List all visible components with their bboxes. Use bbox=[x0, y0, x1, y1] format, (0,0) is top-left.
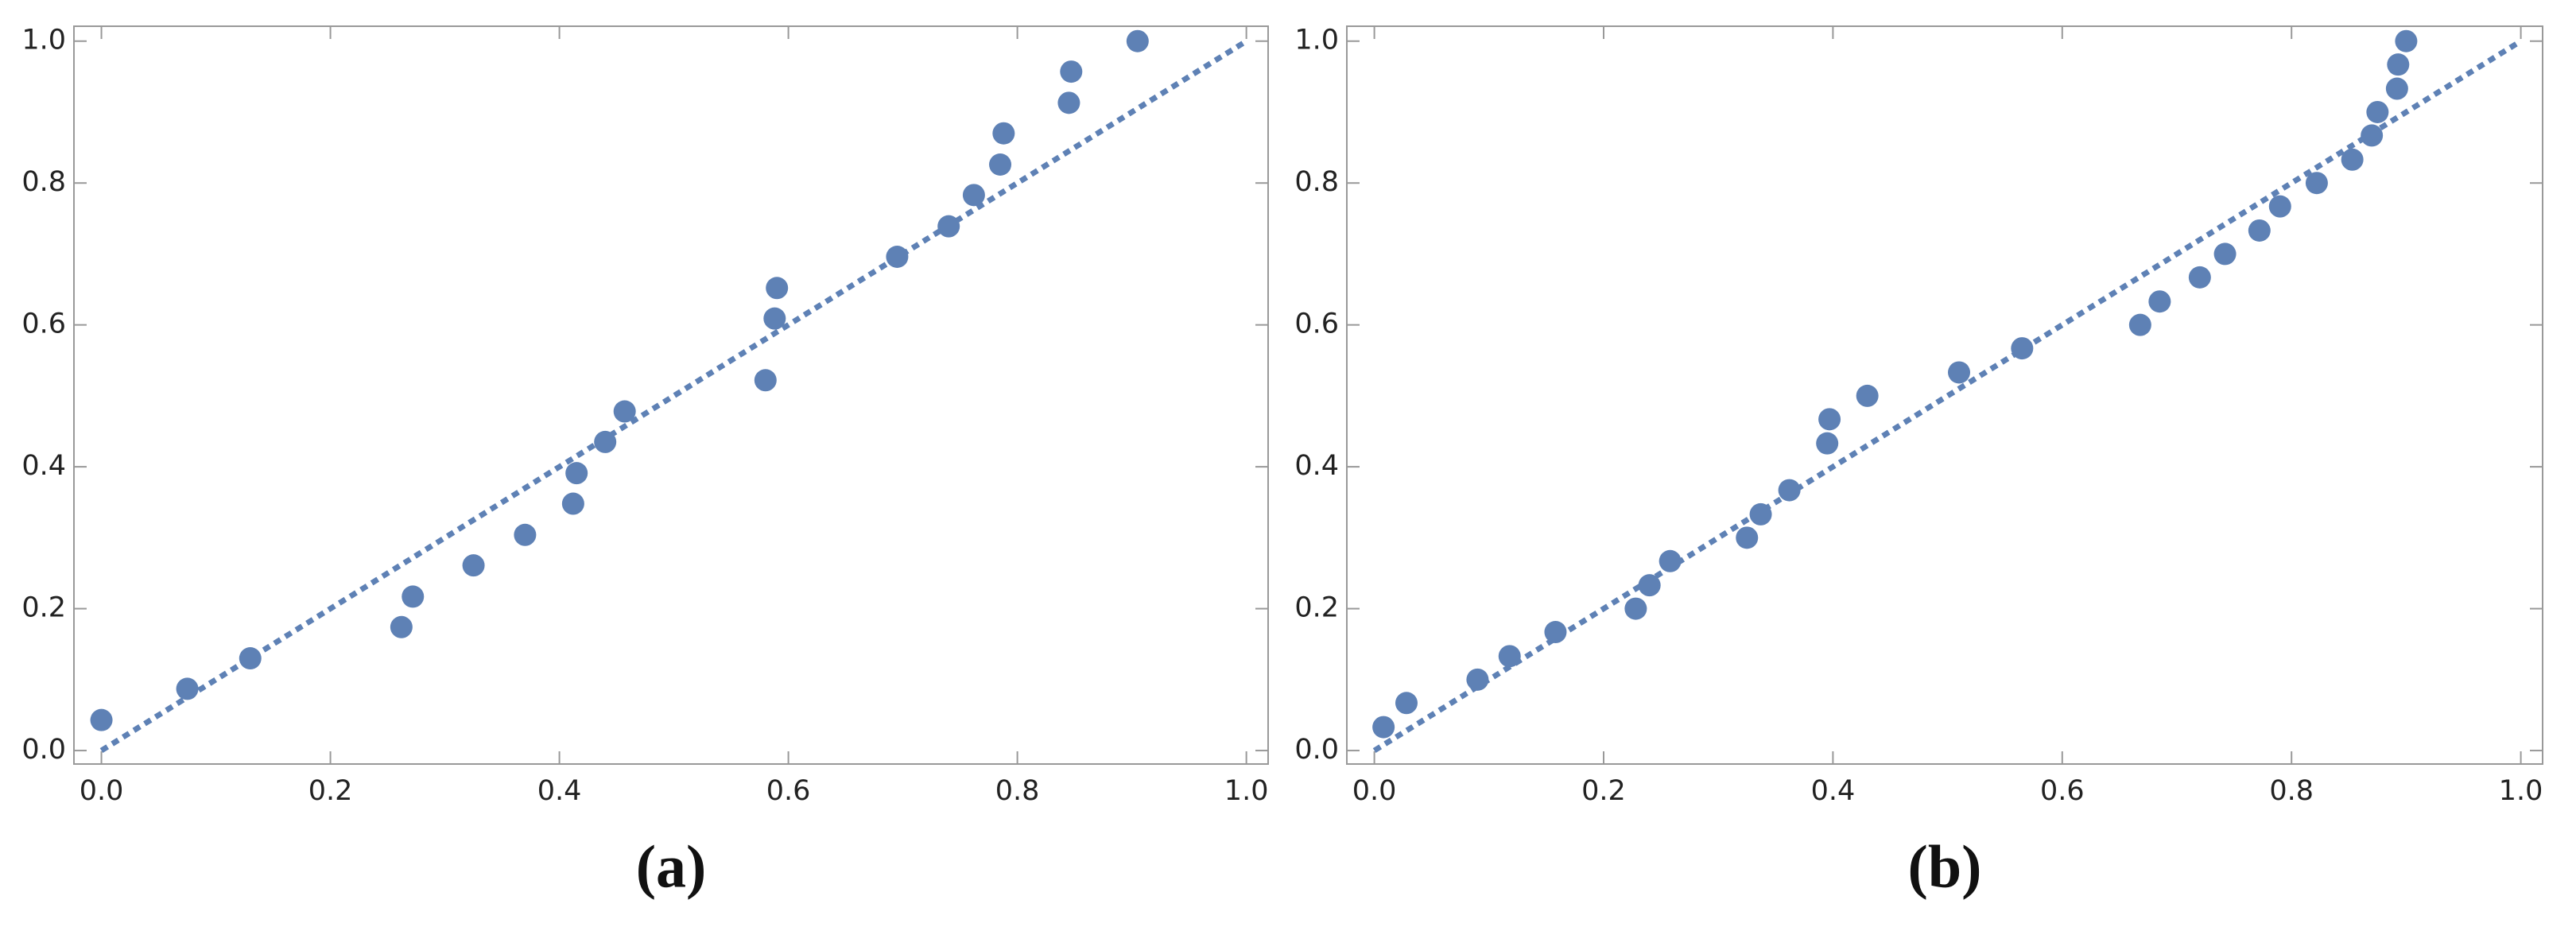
scatter-point bbox=[2248, 219, 2271, 242]
scatter-point bbox=[2341, 148, 2364, 171]
scatter-point bbox=[1372, 716, 1395, 739]
y-tick-label: 0.4 bbox=[1294, 450, 1339, 482]
scatter-point bbox=[1856, 384, 1879, 407]
scatter-point bbox=[613, 400, 636, 423]
y-tick-label: 0.8 bbox=[1294, 166, 1339, 198]
scatter-point bbox=[754, 369, 777, 392]
x-tick-label: 0.6 bbox=[766, 775, 811, 807]
x-tick-label: 1.0 bbox=[1224, 775, 1269, 807]
scatter-point bbox=[565, 462, 588, 485]
scatter-point bbox=[1818, 408, 1841, 431]
scatter-point bbox=[1395, 692, 1418, 715]
scatter-point bbox=[402, 585, 425, 608]
x-tick-label: 0.2 bbox=[308, 775, 353, 807]
scatter-point bbox=[2387, 53, 2410, 76]
reference-line bbox=[1372, 38, 2523, 754]
x-tick-label: 0.8 bbox=[2269, 775, 2314, 807]
x-tick-label: 0.4 bbox=[537, 775, 582, 807]
scatter-point bbox=[763, 307, 786, 330]
scatter-point bbox=[561, 492, 584, 515]
scatter-point bbox=[594, 430, 617, 453]
scatter-point bbox=[2305, 172, 2328, 195]
scatter-point bbox=[1948, 361, 1971, 384]
y-tick-label: 0.6 bbox=[21, 308, 66, 340]
scatter-point bbox=[2395, 29, 2418, 52]
y-tick-label: 0.0 bbox=[1294, 734, 1339, 766]
scatter-point bbox=[1778, 479, 1801, 502]
y-tick-label: 0.2 bbox=[21, 592, 66, 624]
scatter-point bbox=[90, 708, 113, 731]
x-tick-label: 0.4 bbox=[1811, 775, 1856, 807]
scatter-point bbox=[2361, 124, 2384, 147]
scatter-point bbox=[1057, 91, 1080, 114]
scatter-point bbox=[1544, 621, 1567, 644]
x-tick-label: 0.8 bbox=[995, 775, 1040, 807]
scatter-point bbox=[390, 615, 413, 638]
y-tick-label: 0.2 bbox=[1294, 592, 1339, 624]
scatter-point bbox=[1060, 60, 1083, 83]
scatter-point bbox=[1816, 432, 1839, 455]
scatter-point bbox=[992, 122, 1015, 145]
scatter-point bbox=[2011, 337, 2034, 360]
reference-line bbox=[99, 38, 1248, 754]
scatter-point bbox=[989, 153, 1012, 176]
scatter-point bbox=[937, 215, 960, 238]
scatter-point bbox=[766, 277, 789, 300]
scatter-point bbox=[2128, 313, 2151, 336]
scatter-point bbox=[962, 184, 985, 207]
scatter-point bbox=[886, 246, 909, 268]
plot-frame bbox=[1346, 25, 2543, 765]
x-tick-label: 0.2 bbox=[1581, 775, 1626, 807]
y-tick-label: 0.4 bbox=[21, 450, 66, 482]
scatter-point bbox=[1736, 526, 1759, 549]
scatter-point bbox=[2188, 266, 2211, 289]
y-tick-label: 0.0 bbox=[21, 734, 66, 766]
scatter-point bbox=[1126, 29, 1149, 52]
x-tick-label: 1.0 bbox=[2499, 775, 2543, 807]
scatter-point bbox=[2213, 242, 2237, 266]
scatter-point bbox=[2268, 195, 2291, 218]
scatter-point bbox=[2385, 77, 2408, 100]
scatter-point bbox=[1466, 668, 1489, 691]
x-tick-label: 0.0 bbox=[1352, 775, 1397, 807]
scatter-point bbox=[1749, 502, 1772, 526]
scatter-point bbox=[2148, 290, 2171, 313]
plot-frame bbox=[73, 25, 1269, 765]
y-tick-label: 1.0 bbox=[1294, 25, 1339, 56]
scatter-point bbox=[1638, 574, 1661, 597]
panel-caption: (a) bbox=[636, 833, 707, 900]
scatter-point bbox=[462, 554, 485, 577]
panel-caption: (b) bbox=[1908, 833, 1982, 900]
x-tick-label: 0.0 bbox=[80, 775, 124, 807]
scatter-point bbox=[1498, 645, 1521, 668]
scatter-point bbox=[1658, 549, 1682, 572]
scatter-point bbox=[2366, 100, 2389, 123]
scatter-point bbox=[514, 523, 537, 546]
x-tick-label: 0.6 bbox=[2040, 775, 2085, 807]
scatter-point bbox=[1624, 597, 1647, 620]
scatter-point bbox=[176, 677, 199, 700]
y-tick-label: 0.6 bbox=[1294, 308, 1339, 340]
y-tick-label: 1.0 bbox=[21, 25, 66, 56]
scatter-point bbox=[239, 647, 262, 670]
y-tick-label: 0.8 bbox=[21, 166, 66, 198]
